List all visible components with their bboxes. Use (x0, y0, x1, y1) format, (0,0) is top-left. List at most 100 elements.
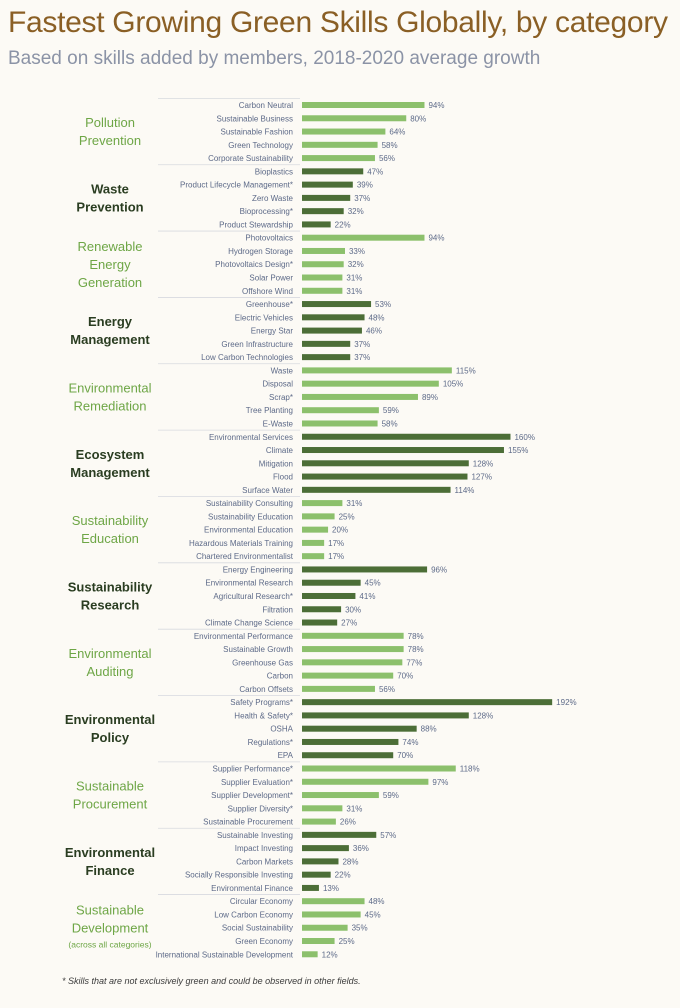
value-label: 47% (367, 167, 383, 176)
bar (302, 858, 339, 865)
value-label: 94% (428, 234, 444, 243)
bar (302, 632, 404, 639)
value-label: 127% (471, 473, 491, 482)
bar (302, 513, 335, 520)
bar (302, 659, 403, 666)
skill-label: Electric Vehicles (235, 313, 293, 322)
skill-label: Regulations* (248, 738, 293, 747)
skill-label: Supplier Diversity* (228, 804, 293, 813)
skill-label: Environmental Finance (211, 884, 293, 893)
bar (302, 646, 404, 653)
value-label: 128% (473, 459, 493, 468)
skill-label: Circular Economy (230, 897, 293, 906)
skill-label: Low Carbon Economy (214, 910, 293, 919)
value-label: 37% (354, 194, 370, 203)
bar (302, 805, 343, 812)
bar (302, 102, 425, 108)
value-label: 105% (443, 380, 463, 389)
bar (302, 752, 394, 759)
value-label: 70% (397, 751, 413, 760)
skill-label: EPA (278, 751, 294, 760)
skill-label: Low Carbon Technologies (201, 353, 293, 362)
skill-label: E-Waste (263, 419, 294, 428)
value-label: 25% (339, 937, 355, 946)
skill-label: Bioplastics (255, 167, 293, 176)
value-label: 59% (383, 791, 399, 800)
bar (302, 115, 407, 122)
bar (302, 155, 375, 162)
value-label: 78% (408, 632, 424, 641)
bar (302, 367, 452, 374)
bar (302, 486, 451, 493)
chart-subtitle: Based on skills added by members, 2018-2… (8, 48, 541, 69)
bar (302, 672, 394, 679)
value-label: 22% (335, 871, 351, 880)
value-label: 22% (335, 220, 351, 229)
bar (302, 301, 372, 308)
category-label: Pollution Prevention (79, 115, 141, 148)
skill-label: International Sustainable Development (156, 950, 294, 959)
value-label: 78% (408, 645, 424, 654)
skill-label: Bioprocessing* (240, 207, 293, 216)
value-label: 57% (380, 831, 396, 840)
bar (302, 221, 331, 228)
skill-label: Solar Power (249, 274, 293, 283)
skill-label: Tree Planting (246, 406, 293, 415)
value-label: 25% (339, 512, 355, 521)
bar (302, 712, 469, 719)
category-label: Sustainability Education (72, 513, 149, 546)
value-label: 94% (428, 101, 444, 110)
category-label: Environmental Policy (65, 712, 155, 745)
bar (302, 380, 439, 387)
value-label: 97% (432, 778, 448, 787)
skill-label: Environmental Performance (194, 632, 294, 641)
bar (302, 274, 343, 281)
bar (302, 327, 362, 334)
value-label: 13% (323, 884, 339, 893)
bar (302, 738, 399, 745)
skill-label: OSHA (270, 725, 293, 734)
skill-label: Filtration (262, 605, 293, 614)
skill-label: Product Stewardship (219, 220, 293, 229)
category-label: Environmental Finance (65, 845, 155, 878)
value-label: 58% (382, 419, 398, 428)
skill-label: Environmental Services (209, 433, 293, 442)
bar (302, 208, 344, 215)
value-label: 114% (455, 486, 475, 495)
skill-label: Supplier Evaluation* (221, 778, 293, 787)
value-label: 39% (357, 181, 373, 190)
skill-label: Offshore Wind (242, 287, 293, 296)
bar (302, 951, 318, 958)
skill-label: Energy Star (251, 327, 294, 336)
value-label: 27% (341, 619, 357, 628)
skill-label: Green Infrastructure (221, 340, 293, 349)
value-label: 58% (382, 141, 398, 150)
bar (302, 128, 386, 135)
skill-label: Green Economy (235, 937, 293, 946)
value-label: 41% (359, 592, 375, 601)
skill-label: Sustainability Education (208, 512, 293, 521)
value-label: 118% (460, 765, 480, 774)
chart-title: Fastest Growing Green Skills Globally, b… (8, 6, 668, 39)
bar (302, 141, 378, 148)
value-label: 36% (353, 844, 369, 853)
bar (302, 792, 379, 799)
category-label: Environmental Auditing (68, 646, 151, 679)
skill-label: Disposal (262, 380, 293, 389)
bar (302, 473, 468, 480)
skill-label: Supplier Performance* (213, 765, 293, 774)
value-label: 155% (508, 446, 528, 455)
skill-label: Sustainable Investing (217, 831, 293, 840)
bar (302, 606, 342, 613)
value-label: 70% (397, 672, 413, 681)
value-label: 17% (328, 539, 344, 548)
bar (302, 911, 361, 918)
skill-label: Socially Responsible Investing (185, 871, 293, 880)
value-label: 37% (354, 340, 370, 349)
category-label: Sustainable Development (across all catego… (68, 902, 151, 949)
bar (302, 526, 329, 533)
skill-label: Carbon Offsets (239, 685, 293, 694)
value-label: 77% (406, 658, 422, 667)
value-label: 31% (346, 274, 362, 283)
skill-label: Greenhouse* (246, 300, 293, 309)
